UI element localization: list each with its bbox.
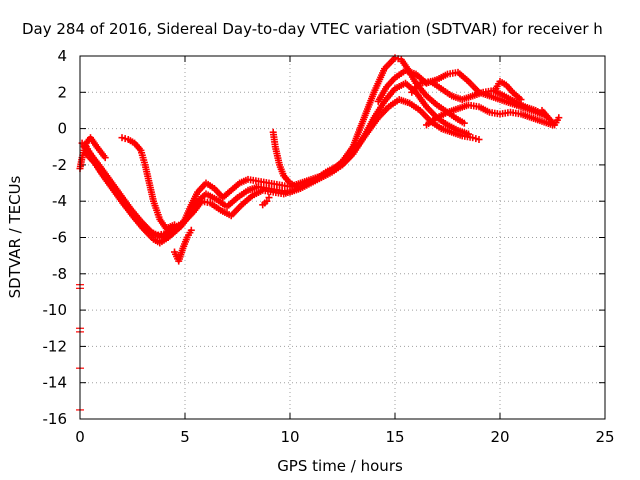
data-point [292, 183, 300, 191]
x-tick-label: 10 [280, 428, 299, 446]
data-point [555, 114, 563, 122]
x-tick-label: 25 [595, 428, 614, 446]
y-tick-label: -2 [52, 156, 67, 174]
y-tick-label: 4 [57, 47, 67, 65]
data-point [472, 135, 480, 143]
x-tick-label: 15 [385, 428, 404, 446]
data-point [517, 96, 525, 104]
data-point [469, 134, 477, 142]
data-point [187, 226, 195, 234]
y-tick-label: -6 [52, 229, 67, 247]
y-tick-label: -14 [43, 374, 68, 392]
data-point [265, 194, 273, 202]
y-tick-label: 2 [57, 83, 67, 101]
data-point [118, 134, 126, 142]
x-axis-label: GPS time / hours [277, 457, 403, 475]
y-axis-label: SDTVAR / TECUs [6, 175, 24, 298]
y-tick-label: -8 [52, 265, 67, 283]
data-point [263, 197, 271, 205]
data-point [460, 119, 468, 127]
data-points [76, 54, 563, 411]
x-tick-label: 20 [490, 428, 509, 446]
chart-title: Day 284 of 2016, Sidereal Day-to-day VTE… [22, 20, 603, 38]
x-tick-label: 5 [180, 428, 190, 446]
data-point [391, 54, 399, 62]
data-point [101, 154, 109, 162]
y-tick-label: -12 [43, 337, 68, 355]
y-tick-label: -4 [52, 192, 67, 210]
y-tick-label: -10 [43, 301, 68, 319]
data-point [475, 135, 483, 143]
y-tick-label: -16 [43, 410, 68, 428]
data-point [121, 135, 129, 143]
y-tick-label: 0 [57, 120, 67, 138]
plot-frame [79, 55, 606, 420]
data-point [171, 221, 178, 229]
x-tick-label: 0 [75, 428, 85, 446]
